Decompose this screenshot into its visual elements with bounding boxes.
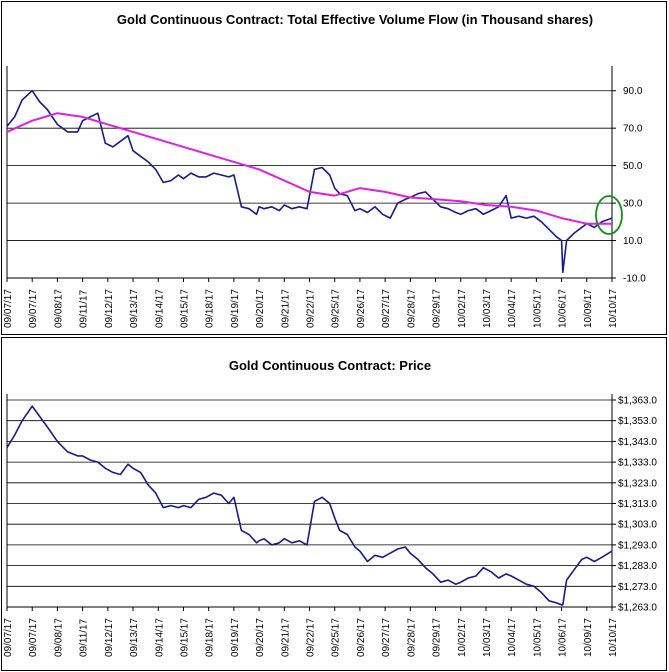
price-x-tick-label: 09/08/17: [53, 618, 64, 657]
volume-flow-y-tick-label: -10.0: [623, 274, 646, 285]
price-y-tick-label: $1,273.0: [618, 582, 657, 593]
price-y-tick-label: $1,313.0: [618, 499, 657, 510]
volume-flow-x-tick-label: 09/28/17: [406, 289, 417, 328]
price-x-tick-label: 09/13/17: [129, 618, 140, 657]
price-series: [6, 405, 613, 606]
price-x-tick-label: 09/25/17: [331, 618, 342, 657]
volume-flow-x-tick-label: 10/09/17: [583, 289, 594, 328]
volume-flow-x-tick-label: 09/29/17: [432, 289, 443, 328]
volume-flow-x-tick-label: 10/04/17: [507, 289, 518, 328]
price-chart: Gold Continuous Contract: Price $1,263.0…: [1, 337, 667, 671]
volume-flow-y-tick-label: 70.0: [623, 124, 643, 135]
volume-flow-x-tick-label: 09/20/17: [255, 289, 266, 328]
volume-flow-x-tick-label: 09/07/17: [3, 289, 14, 328]
price-x-tick-label: 09/22/17: [306, 618, 317, 657]
price-y-tick-labels: $1,263.0 $1,273.0 $1,283.0 $1,293.0 $1,303.0…: [618, 396, 657, 614]
volume-flow-x-tick-label: 09/26/17: [356, 289, 367, 328]
volume-flow-y-tick-label: 10.0: [623, 236, 643, 247]
volume-flow-x-tick-label: 10/10/17: [608, 289, 619, 328]
price-x-tick-label: 09/20/17: [255, 618, 266, 657]
price-x-tick-label: 09/15/17: [179, 618, 190, 657]
price-x-tick-label: 09/29/17: [432, 618, 443, 657]
price-x-tick-label: 10/05/17: [532, 618, 543, 657]
volume-flow-x-tick-label: 09/15/17: [179, 289, 190, 328]
price-y-tick-label: $1,363.0: [618, 396, 657, 407]
volume-flow-x-tick-label: 10/02/17: [457, 289, 468, 328]
volume-flow-x-tick-label: 09/14/17: [154, 289, 165, 328]
volume-flow-chart-border: [1, 1, 667, 335]
price-y-tick-label: $1,323.0: [618, 478, 657, 489]
volume-flow-y-tick-labels: -10.0 10.0 30.0 50.0 70.0 90.0: [623, 86, 646, 284]
volume-flow-x-tick-label: 09/12/17: [104, 289, 115, 328]
volume-flow-x-tick-label: 09/07/17: [28, 289, 39, 328]
volume-flow-x-tick-label: 09/27/17: [381, 289, 392, 328]
price-chart-title: Gold Continuous Contract: Price: [229, 358, 431, 373]
price-x-tick-label: 10/02/17: [457, 618, 468, 657]
volume-flow-series-line-0: [6, 89, 613, 274]
volume-flow-y-tick-label: 90.0: [623, 86, 643, 97]
volume-flow-x-tick-label: 09/13/17: [129, 289, 140, 328]
price-x-tick-labels: 09/07/17 09/07/17 09/08/17 09/11/17 09/12/17…: [3, 607, 619, 657]
price-x-tick-label: 09/26/17: [356, 618, 367, 657]
price-x-tick-label: 10/03/17: [482, 618, 493, 657]
highlight-circle: [595, 195, 623, 235]
price-x-tick-label: 10/09/17: [583, 618, 594, 657]
volume-flow-chart-title: Gold Continuous Contract: Total Effectiv…: [117, 12, 593, 27]
price-x-tick-label: 09/12/17: [104, 618, 115, 657]
price-x-tick-label: 10/10/17: [608, 618, 619, 657]
price-y-tick-label: $1,283.0: [618, 561, 657, 572]
volume-flow-x-tick-label: 09/22/17: [306, 289, 317, 328]
volume-flow-x-tick-label: 10/06/17: [558, 289, 569, 328]
volume-flow-y-tick-label: 30.0: [623, 199, 643, 210]
price-y-tick-label: $1,343.0: [618, 437, 657, 448]
volume-flow-series: [6, 89, 613, 274]
volume-flow-series-line-1: [6, 112, 612, 225]
price-x-tick-label: 09/27/17: [381, 618, 392, 657]
volume-flow-x-tick-label: 09/11/17: [79, 289, 90, 328]
volume-flow-x-tick-label: 09/21/17: [280, 289, 291, 328]
volume-flow-x-tick-label: 09/25/17: [331, 289, 342, 328]
price-x-tick-label: 10/04/17: [507, 618, 518, 657]
price-y-tick-label: $1,293.0: [618, 540, 657, 551]
volume-flow-x-tick-label: 09/08/17: [53, 289, 64, 328]
price-x-tick-label: 09/18/17: [205, 618, 216, 657]
price-y-tick-label: $1,333.0: [618, 458, 657, 469]
price-x-tick-label: 09/28/17: [406, 618, 417, 657]
price-y-tick-label: $1,263.0: [618, 603, 657, 614]
price-x-tick-label: 09/11/17: [79, 618, 90, 657]
price-x-tick-label: 09/19/17: [230, 618, 241, 657]
volume-flow-x-tick-label: 09/19/17: [230, 289, 241, 328]
price-x-tick-label: 09/07/17: [28, 618, 39, 657]
volume-flow-chart: Gold Continuous Contract: Total Effectiv…: [1, 1, 667, 335]
volume-flow-y-tick-label: 50.0: [623, 161, 643, 172]
price-chart-border: [1, 337, 667, 671]
volume-flow-x-tick-label: 10/05/17: [532, 289, 543, 328]
volume-flow-x-tick-label: 09/18/17: [205, 289, 216, 328]
price-y-tick-label: $1,303.0: [618, 520, 657, 531]
volume-flow-x-tick-labels: 09/07/17 09/07/17 09/08/17 09/11/17 09/12/17…: [3, 278, 619, 328]
price-x-tick-label: 09/14/17: [154, 618, 165, 657]
price-y-tick-label: $1,353.0: [618, 416, 657, 427]
volume-flow-x-tick-label: 10/03/17: [482, 289, 493, 328]
price-x-tick-label: 09/07/17: [3, 618, 14, 657]
price-series-line-0: [6, 405, 613, 606]
price-x-tick-label: 09/21/17: [280, 618, 291, 657]
price-x-tick-label: 10/06/17: [558, 618, 569, 657]
